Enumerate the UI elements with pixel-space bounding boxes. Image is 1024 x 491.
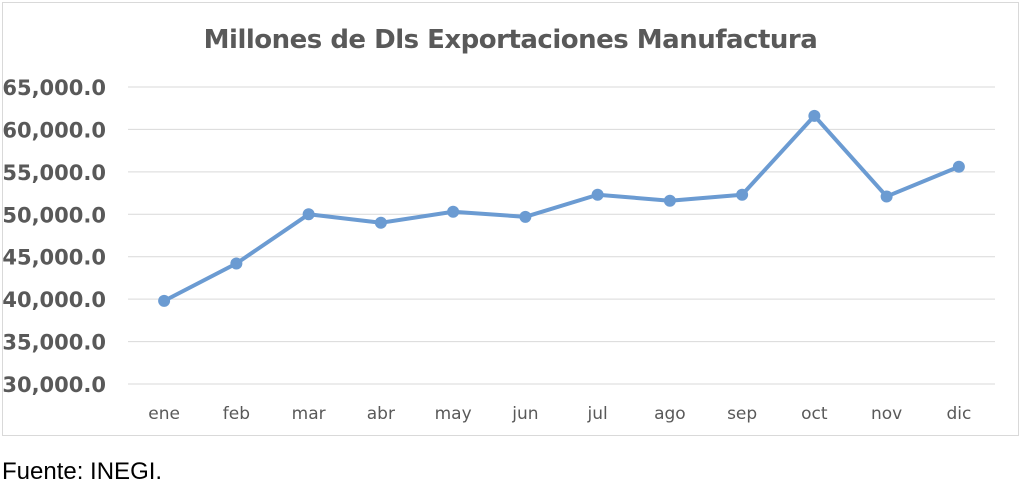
data-point — [302, 208, 315, 221]
x-tick-label: feb — [223, 404, 250, 424]
series — [158, 109, 965, 307]
x-tick-label: abr — [367, 404, 395, 424]
data-point — [591, 188, 604, 201]
y-tick-label: 35,000.0 — [2, 331, 106, 355]
line-chart: 30,000.0 35,000.0 40,000.0 45,000.0 50,000.0… — [2, 76, 995, 424]
source-note: Fuente: INEGI. — [2, 458, 163, 485]
data-point — [230, 257, 243, 270]
x-tick-label: mar — [292, 404, 326, 424]
chart-title: Millones de Dls Exportaciones Manufactur… — [203, 25, 818, 55]
y-tick-label: 30,000.0 — [2, 373, 106, 397]
chart-frame: Millones de Dls Exportaciones Manufactur… — [2, 2, 1019, 436]
y-tick-label: 65,000.0 — [2, 76, 106, 100]
data-point — [663, 194, 676, 207]
gridlines — [128, 86, 995, 385]
x-axis-tick-labels: ene feb mar abr may jun jul ago sep oct nov dic — [148, 404, 971, 424]
data-point — [736, 188, 749, 201]
y-tick-label: 60,000.0 — [2, 118, 106, 142]
x-tick-label: dic — [946, 404, 971, 424]
data-point — [952, 160, 965, 173]
x-tick-label: jun — [511, 404, 538, 424]
y-tick-label: 40,000.0 — [2, 288, 106, 312]
x-tick-label: oct — [801, 404, 828, 424]
y-axis-tick-labels: 30,000.0 35,000.0 40,000.0 45,000.0 50,000.0… — [2, 76, 106, 397]
x-tick-label: may — [435, 404, 472, 424]
data-point — [447, 205, 460, 218]
x-tick-label: nov — [871, 404, 902, 424]
data-point — [158, 294, 171, 307]
x-tick-label: sep — [727, 404, 757, 424]
data-point — [808, 109, 821, 122]
data-point — [519, 210, 532, 223]
x-tick-label: jul — [587, 404, 608, 424]
x-tick-label: ago — [654, 404, 686, 424]
data-point — [374, 216, 387, 229]
series-line — [162, 113, 961, 303]
y-tick-label: 45,000.0 — [2, 246, 106, 270]
data-point — [880, 190, 893, 203]
x-tick-label: ene — [148, 404, 180, 424]
y-tick-label: 50,000.0 — [2, 203, 106, 227]
y-tick-label: 55,000.0 — [2, 161, 106, 185]
